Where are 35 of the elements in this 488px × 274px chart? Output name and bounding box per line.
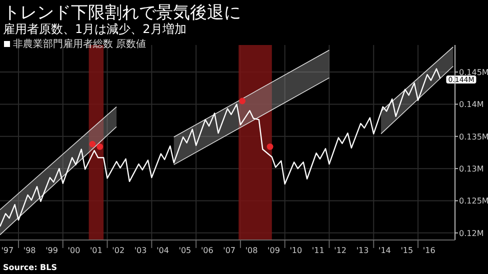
x-tick-label: '09: [268, 246, 280, 255]
x-tick-label: '12: [334, 246, 347, 255]
x-tick-label: '07: [223, 246, 236, 255]
y-tick-label: 0.135M: [459, 132, 488, 142]
x-tick-label: '04: [156, 246, 169, 255]
point: [89, 140, 96, 148]
chart-subtitle: 雇用者原数、1月は減少、2月増加: [3, 22, 186, 36]
x-tick-label: '98: [23, 246, 36, 255]
x-tick-label: '10: [290, 246, 302, 255]
x-tick-label: '14: [378, 246, 391, 255]
legend-label: 非農業部門雇用者総数 原数値: [13, 38, 146, 50]
point: [239, 98, 246, 104]
x-tick-label: '99: [46, 246, 58, 255]
x-tick-label: '16: [422, 246, 436, 255]
x-tick-label: '02: [112, 246, 125, 255]
chart-title: トレンド下限割れで景気後退に: [3, 3, 241, 23]
point: [266, 143, 274, 150]
x-tick-label: '08: [245, 246, 258, 255]
point: [96, 143, 104, 150]
y-tick-label: 0.125M: [459, 196, 488, 206]
y-tick-label: 0.13M: [459, 164, 484, 174]
source-note: Source: BLS: [3, 263, 58, 272]
x-tick-label: '00: [68, 246, 80, 255]
x-tick-label: '01: [90, 246, 102, 255]
x-tick-label: '06: [200, 246, 214, 255]
x-tick-label: '15: [400, 246, 414, 255]
x-tick-label: '05: [178, 246, 192, 255]
x-tick-label: '97: [1, 246, 14, 255]
y-tick-label: 0.145M: [459, 68, 488, 78]
y-tick-label: 0.14M: [459, 100, 484, 110]
y-tick-label: 0.12M: [459, 228, 484, 238]
x-tick-label: '11: [312, 246, 324, 255]
line-series: [0, 68, 441, 228]
x-tick-label: '13: [356, 246, 369, 255]
x-tick-label: '03: [134, 246, 147, 255]
